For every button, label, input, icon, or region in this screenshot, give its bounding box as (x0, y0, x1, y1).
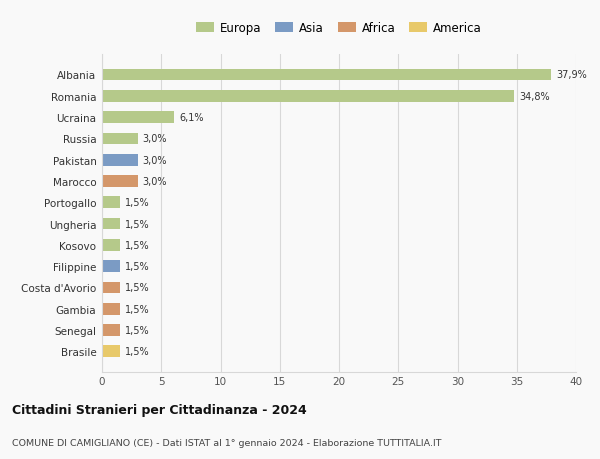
Bar (102, 176, 137, 187)
Text: 6,1%: 6,1% (179, 113, 203, 123)
Bar (102, 133, 137, 145)
Text: 37,9%: 37,9% (556, 70, 587, 80)
Text: Cittadini Stranieri per Cittadinanza - 2024: Cittadini Stranieri per Cittadinanza - 2… (12, 403, 307, 416)
Bar (102, 218, 120, 230)
Text: 1,5%: 1,5% (125, 262, 149, 272)
Text: 1,5%: 1,5% (125, 198, 149, 208)
Text: 1,5%: 1,5% (125, 283, 149, 293)
Text: COMUNE DI CAMIGLIANO (CE) - Dati ISTAT al 1° gennaio 2024 - Elaborazione TUTTITA: COMUNE DI CAMIGLIANO (CE) - Dati ISTAT a… (12, 438, 442, 447)
Text: 1,5%: 1,5% (125, 347, 149, 357)
Bar (102, 69, 551, 81)
Text: 3,0%: 3,0% (142, 177, 167, 186)
Bar (102, 303, 120, 315)
Bar (102, 282, 120, 294)
Text: 3,0%: 3,0% (142, 134, 167, 144)
Text: 1,5%: 1,5% (125, 219, 149, 229)
Legend: Europa, Asia, Africa, America: Europa, Asia, Africa, America (194, 20, 484, 38)
Bar (102, 346, 120, 358)
Bar (102, 91, 514, 102)
Text: 3,0%: 3,0% (142, 155, 167, 165)
Bar (102, 112, 174, 123)
Bar (102, 325, 120, 336)
Bar (102, 155, 137, 166)
Bar (102, 240, 120, 251)
Text: 1,5%: 1,5% (125, 325, 149, 335)
Text: 1,5%: 1,5% (125, 241, 149, 250)
Bar (102, 261, 120, 272)
Text: 1,5%: 1,5% (125, 304, 149, 314)
Text: 34,8%: 34,8% (519, 92, 550, 101)
Bar (102, 197, 120, 209)
